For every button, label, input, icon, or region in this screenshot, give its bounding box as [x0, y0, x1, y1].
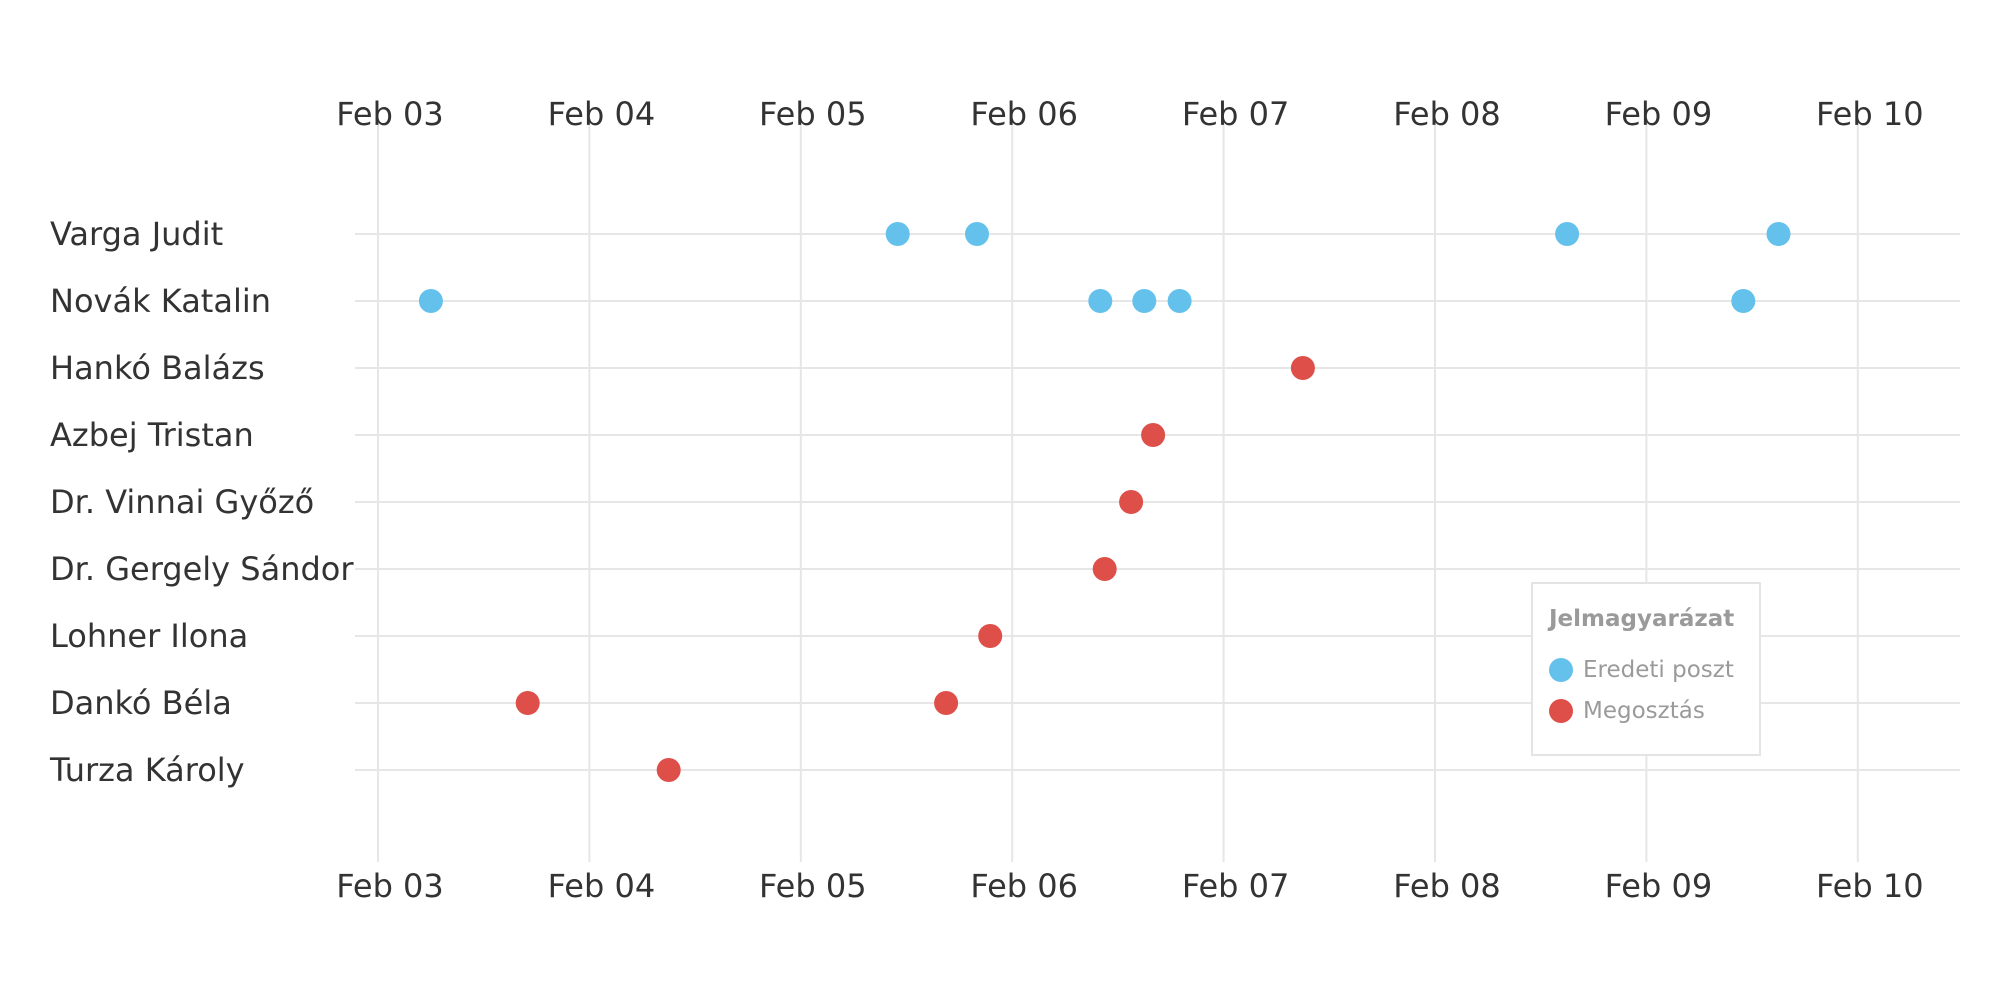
legend-title: Jelmagyarázat: [1549, 606, 1735, 632]
x-tick-label-top: Feb 06: [970, 95, 1078, 133]
data-point: [1290, 356, 1315, 380]
row-label: Lohner Ilona: [50, 617, 248, 655]
x-tick-label-top: Feb 08: [1393, 95, 1501, 133]
x-tick-label-bottom: Feb 10: [1816, 867, 1924, 905]
data-point: [1731, 289, 1756, 313]
row-label: Dankó Béla: [50, 684, 232, 722]
data-point: [1132, 289, 1157, 313]
x-tick-label-bottom: Feb 07: [1182, 867, 1290, 905]
x-tick-label-top: Feb 10: [1816, 95, 1924, 133]
data-point: [656, 758, 681, 782]
x-tick-label-bottom: Feb 06: [970, 867, 1078, 905]
data-point: [965, 222, 989, 246]
y-axis-row-labels: Varga Judit Novák Katalin Hankó Balázs Azbe…: [49, 215, 354, 789]
x-tick-label-bottom: Feb 04: [548, 867, 656, 905]
data-point: [1555, 222, 1580, 246]
vertical-gridlines: [377, 118, 1859, 862]
data-point: [1141, 423, 1166, 447]
x-tick-label-top: Feb 09: [1605, 95, 1713, 133]
row-label: Hankó Balázs: [50, 349, 265, 387]
data-point: [418, 289, 443, 313]
x-tick-label-top: Feb 04: [548, 95, 656, 133]
legend-label: Eredeti poszt: [1583, 657, 1734, 683]
legend-item-share: Megosztás: [1549, 698, 1705, 724]
row-label: Turza Károly: [49, 751, 245, 789]
x-tick-label-top: Feb 05: [759, 95, 867, 133]
data-points: [418, 222, 1791, 782]
data-point: [934, 691, 959, 715]
legend-dot-icon: [1549, 658, 1573, 682]
row-label: Novák Katalin: [50, 282, 271, 320]
legend-dot-icon: [1549, 699, 1573, 723]
data-point: [885, 222, 910, 246]
data-point: [1167, 289, 1192, 313]
row-label: Azbej Tristan: [50, 416, 254, 454]
x-axis-top-ticks: Feb 03 Feb 04 Feb 05 Feb 06 Feb 07 Feb 08 Feb …: [336, 95, 1923, 133]
x-axis-bottom-ticks: Feb 03 Feb 04 Feb 05 Feb 06 Feb 07 Feb 08 Feb …: [336, 867, 1923, 905]
x-tick-label-top: Feb 07: [1182, 95, 1290, 133]
x-tick-label-bottom: Feb 09: [1605, 867, 1713, 905]
x-tick-label-bottom: Feb 08: [1393, 867, 1501, 905]
data-point: [978, 624, 1003, 648]
data-point: [1088, 289, 1113, 313]
legend: Jelmagyarázat Eredeti poszt Megosztás: [1531, 582, 1761, 756]
row-label: Dr. Gergely Sándor: [50, 550, 354, 588]
data-point: [1092, 557, 1117, 581]
horizontal-gridlines: [355, 233, 1960, 771]
legend-item-original-post: Eredeti poszt: [1549, 657, 1734, 683]
legend-label: Megosztás: [1583, 698, 1705, 724]
x-tick-label-top: Feb 03: [336, 95, 444, 133]
row-label: Dr. Vinnai Győző: [50, 483, 314, 521]
x-tick-label-bottom: Feb 03: [336, 867, 444, 905]
data-point: [1766, 222, 1791, 246]
data-point: [515, 691, 540, 715]
data-point: [1119, 490, 1144, 514]
x-tick-label-bottom: Feb 05: [759, 867, 867, 905]
row-label: Varga Judit: [50, 215, 223, 253]
